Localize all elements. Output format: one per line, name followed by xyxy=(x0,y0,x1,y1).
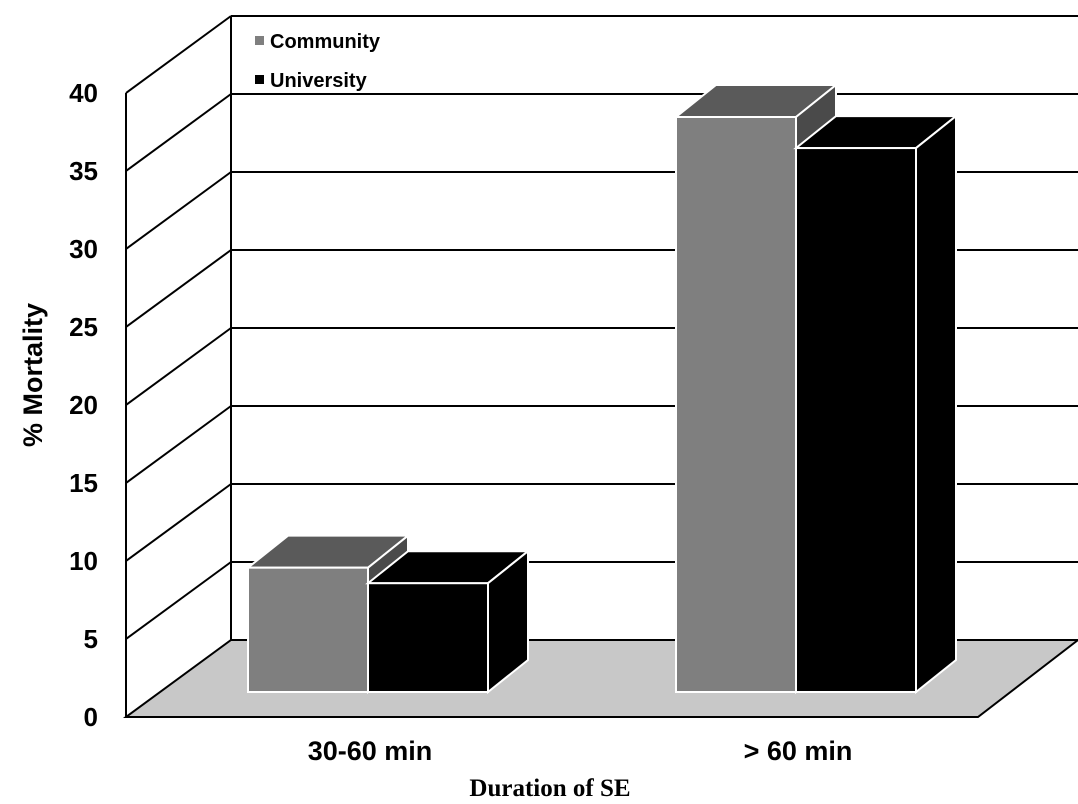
bar-front-face xyxy=(795,147,917,694)
category-label-30-60: 30-60 min xyxy=(308,736,433,766)
gridline-side xyxy=(125,327,232,406)
gridline-side xyxy=(125,171,232,250)
category-label-over-60: > 60 min xyxy=(744,736,853,766)
y-tick-label: 35 xyxy=(69,156,98,186)
y-tick-label: 25 xyxy=(69,312,98,342)
y-axis-ticks: 0 5 10 15 20 25 30 35 40 xyxy=(69,78,98,732)
bars xyxy=(245,82,959,695)
gridline-side xyxy=(125,483,232,562)
y-tick-label: 30 xyxy=(69,234,98,264)
y-tick-label: 20 xyxy=(69,390,98,420)
gridline-side xyxy=(125,249,232,328)
gridline-side xyxy=(125,15,232,94)
bar-front-face xyxy=(367,582,489,693)
gridline-side xyxy=(125,561,232,640)
category-labels: 30-60 min > 60 min xyxy=(308,736,853,766)
y-tick-label: 0 xyxy=(84,702,98,732)
legend-swatch-community xyxy=(255,36,264,45)
y-axis-title: % Mortality xyxy=(18,303,48,447)
y-tick-label: 15 xyxy=(69,468,98,498)
legend: Community University xyxy=(255,31,381,92)
legend-label-community: Community xyxy=(270,31,381,53)
x-axis-title: Duration of SE xyxy=(469,775,630,802)
y-tick-label: 10 xyxy=(69,546,98,576)
gridline-side xyxy=(125,93,232,172)
bar-front-face xyxy=(675,116,797,693)
gridline-side xyxy=(125,405,232,484)
bar-university-1 xyxy=(793,114,959,695)
bar-side-face xyxy=(915,114,957,695)
y-tick-label: 40 xyxy=(69,78,98,108)
legend-swatch-university xyxy=(255,75,264,84)
bar-front-face xyxy=(247,566,369,693)
bar-university-0 xyxy=(365,549,531,695)
legend-label-university: University xyxy=(270,70,368,92)
y-tick-label: 5 xyxy=(84,624,98,654)
